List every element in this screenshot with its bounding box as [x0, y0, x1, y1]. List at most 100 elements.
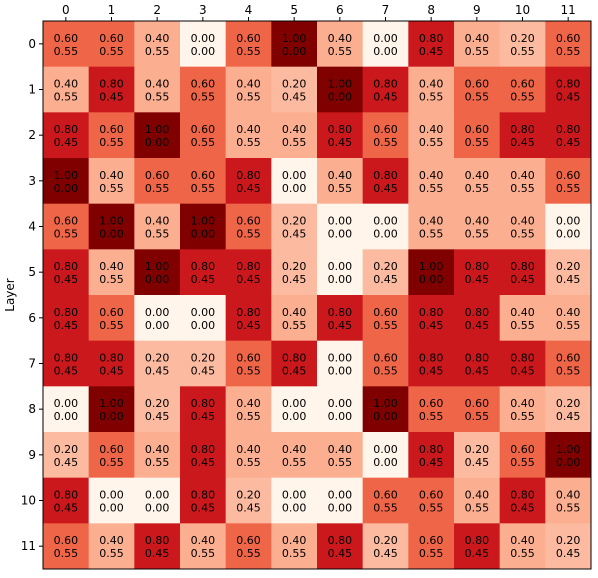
cell-secondary-label: 0.45 — [236, 319, 261, 332]
cell-secondary-label: 0.55 — [465, 182, 490, 195]
cell-value-label: 0.20 — [510, 32, 535, 45]
heatmap-cell — [43, 386, 90, 433]
heatmap-cell — [545, 340, 592, 387]
heatmap-cell — [317, 203, 364, 250]
cell-value-label: 0.80 — [510, 352, 535, 365]
cell-value-label: 0.00 — [328, 489, 353, 502]
heatmap-cell — [134, 203, 181, 250]
cell-secondary-label: 0.45 — [282, 228, 307, 241]
heatmap-cell — [225, 295, 272, 342]
cell-value-label: 0.60 — [99, 306, 124, 319]
x-tick-label: 11 — [561, 3, 576, 17]
heatmap-cell — [225, 112, 272, 159]
heatmap-cell — [88, 158, 135, 205]
heatmap-cell — [454, 477, 501, 524]
cell-secondary-label: 0.55 — [510, 228, 535, 241]
heatmap-cell — [499, 66, 546, 113]
heatmap-cell — [454, 203, 501, 250]
y-tick-label: 9 — [28, 448, 36, 462]
cell-value-label: 0.60 — [236, 215, 261, 228]
cell-value-label: 0.80 — [236, 260, 261, 273]
heatmap-cell — [362, 523, 409, 570]
heatmap-cell — [88, 386, 135, 433]
heatmap-cell — [225, 386, 272, 433]
heatmap-cell — [43, 432, 90, 479]
heatmap-cell — [271, 386, 318, 433]
heatmap-cell — [43, 295, 90, 342]
heatmap-cell — [271, 158, 318, 205]
cell-secondary-label: 0.55 — [145, 45, 170, 58]
cell-secondary-label: 0.55 — [282, 456, 307, 469]
cell-value-label: 0.80 — [145, 534, 170, 547]
x-tick-label: 5 — [290, 3, 298, 17]
cell-secondary-label: 0.45 — [99, 91, 124, 104]
heatmap-cell — [362, 340, 409, 387]
cell-secondary-label: 0.45 — [510, 136, 535, 149]
heatmap-cell — [545, 477, 592, 524]
cell-secondary-label: 0.55 — [236, 228, 261, 241]
cell-secondary-label: 0.00 — [54, 182, 79, 195]
cell-value-label: 0.40 — [328, 32, 353, 45]
heatmap-cell — [408, 477, 455, 524]
x-tick-label: 7 — [382, 3, 390, 17]
cell-value-label: 0.00 — [328, 260, 353, 273]
heatmap-cell — [134, 432, 181, 479]
heatmap-cell — [545, 21, 592, 68]
cell-value-label: 0.80 — [510, 123, 535, 136]
cell-value-label: 0.40 — [282, 534, 307, 547]
heatmap-cell — [545, 158, 592, 205]
cell-value-label: 0.00 — [282, 169, 307, 182]
heatmap-cell — [317, 249, 364, 296]
cell-value-label: 0.40 — [282, 306, 307, 319]
heatmap-cell — [180, 66, 227, 113]
heatmap-cell — [317, 477, 364, 524]
cell-value-label: 0.00 — [191, 32, 216, 45]
cell-value-label: 0.40 — [236, 443, 261, 456]
cell-secondary-label: 0.55 — [419, 547, 444, 560]
y-tick-label: 2 — [28, 128, 36, 142]
cell-secondary-label: 0.45 — [328, 136, 353, 149]
heatmap-cell — [134, 386, 181, 433]
cell-secondary-label: 0.00 — [145, 502, 170, 515]
cell-secondary-label: 0.55 — [145, 182, 170, 195]
cell-secondary-label: 0.55 — [510, 547, 535, 560]
cell-value-label: 0.40 — [236, 78, 261, 91]
heatmap-cell — [499, 158, 546, 205]
heatmap-cell — [88, 295, 135, 342]
cell-value-label: 1.00 — [556, 443, 581, 456]
cell-secondary-label: 0.55 — [99, 547, 124, 560]
heatmap-cell — [408, 523, 455, 570]
cell-secondary-label: 0.00 — [282, 45, 307, 58]
cell-secondary-label: 0.45 — [373, 273, 398, 286]
cell-value-label: 0.80 — [510, 260, 535, 273]
heatmap-cell — [271, 523, 318, 570]
cell-secondary-label: 0.45 — [54, 502, 79, 515]
x-tick-label: 4 — [245, 3, 253, 17]
heatmap-cell — [545, 203, 592, 250]
heatmap-cell — [88, 112, 135, 159]
cell-value-label: 0.60 — [54, 32, 79, 45]
heatmap-cell — [43, 477, 90, 524]
heatmap-cell — [545, 523, 592, 570]
heatmap-cell — [88, 340, 135, 387]
cell-value-label: 0.40 — [465, 215, 490, 228]
cell-secondary-label: 0.00 — [145, 136, 170, 149]
cell-value-label: 0.60 — [556, 32, 581, 45]
heatmap-cell — [134, 66, 181, 113]
heatmap-cell — [225, 432, 272, 479]
heatmap-cell — [545, 249, 592, 296]
heatmap-cell — [271, 249, 318, 296]
cell-value-label: 0.60 — [99, 32, 124, 45]
heatmap-cell — [317, 386, 364, 433]
heatmap-cell — [454, 386, 501, 433]
cell-value-label: 0.80 — [54, 489, 79, 502]
cell-secondary-label: 0.00 — [282, 410, 307, 423]
cell-value-label: 0.80 — [510, 489, 535, 502]
cell-secondary-label: 0.55 — [510, 182, 535, 195]
cell-value-label: 0.80 — [54, 306, 79, 319]
cell-secondary-label: 0.55 — [282, 319, 307, 332]
cell-value-label: 0.00 — [282, 489, 307, 502]
cell-value-label: 0.80 — [465, 306, 490, 319]
cell-secondary-label: 0.55 — [465, 410, 490, 423]
cell-value-label: 0.60 — [556, 352, 581, 365]
